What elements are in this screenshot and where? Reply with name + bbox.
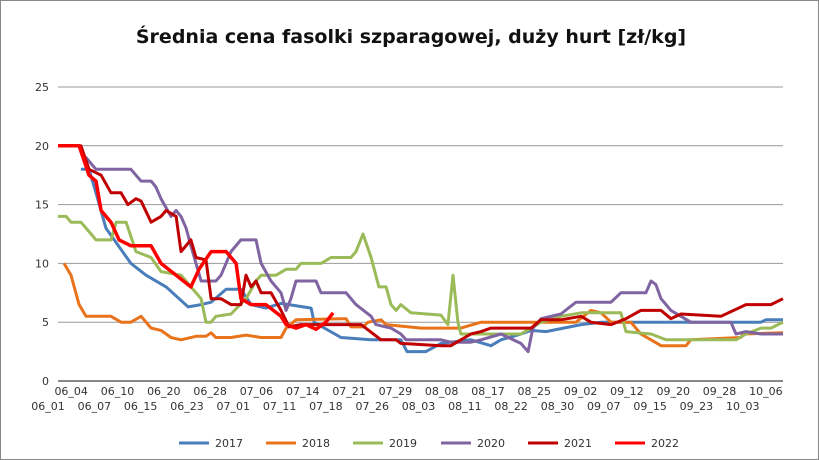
x-tick-label: 06_20 — [147, 385, 181, 398]
y-tick-label: 10 — [35, 257, 49, 270]
legend-label: 2021 — [564, 437, 592, 450]
x-tick-label: 09_02 — [564, 385, 598, 398]
x-tick-label: 06_07 — [78, 400, 112, 413]
x-tick-label: 07_01 — [217, 400, 251, 413]
legend-label: 2017 — [215, 437, 243, 450]
x-tick-label: 09_15 — [633, 400, 667, 413]
x-tick-label: 09_20 — [656, 385, 690, 398]
x-tick-label: 08_11 — [448, 400, 482, 413]
x-tick-label: 07_18 — [309, 400, 343, 413]
x-tick-label: 06_23 — [170, 400, 204, 413]
x-tick-label: 06_01 — [31, 400, 65, 413]
x-tick-label: 09_28 — [703, 385, 737, 398]
legend-label: 2019 — [389, 437, 417, 450]
series-line-2021 — [58, 144, 784, 348]
x-tick-label: 09_07 — [587, 400, 621, 413]
y-tick-label: 25 — [35, 81, 49, 94]
x-tick-label: 06_28 — [193, 385, 227, 398]
x-tick-label: 07_11 — [263, 400, 297, 413]
x-tick-label: 10_06 — [749, 385, 783, 398]
x-tick-label: 09_23 — [680, 400, 714, 413]
x-tick-label: 08_30 — [541, 400, 575, 413]
x-tick-label: 06_10 — [101, 385, 135, 398]
legend-label: 2022 — [651, 437, 679, 450]
x-tick-label: 06_04 — [54, 385, 88, 398]
x-tick-label: 06_15 — [124, 400, 158, 413]
x-tick-label: 08_17 — [471, 385, 505, 398]
y-tick-label: 5 — [42, 316, 49, 329]
x-tick-label: 07_26 — [355, 400, 389, 413]
x-tick-label: 07_21 — [332, 385, 366, 398]
x-tick-label: 08_22 — [494, 400, 528, 413]
x-tick-label: 09_12 — [610, 385, 644, 398]
x-tick-label: 08_25 — [518, 385, 552, 398]
x-tick-label: 07_29 — [379, 385, 413, 398]
x-tick-label: 07_06 — [240, 385, 274, 398]
x-tick-label: 07_14 — [286, 385, 320, 398]
legend-label: 2020 — [477, 437, 505, 450]
chart-title: Średnia cena fasolki szparagowej, duży h… — [136, 24, 686, 48]
series-line-2017 — [80, 167, 783, 354]
series-line-2022 — [58, 144, 335, 332]
series-line-2018 — [62, 262, 784, 348]
x-tick-label: 08_08 — [425, 385, 459, 398]
series-line-2019 — [58, 214, 784, 342]
x-tick-label: 10_03 — [726, 400, 760, 413]
x-tick-label: 08_03 — [402, 400, 436, 413]
legend-label: 2018 — [302, 437, 330, 450]
y-tick-label: 20 — [35, 140, 49, 153]
y-tick-label: 0 — [42, 375, 49, 388]
y-tick-label: 15 — [35, 199, 49, 212]
series-line-2020 — [80, 152, 783, 354]
